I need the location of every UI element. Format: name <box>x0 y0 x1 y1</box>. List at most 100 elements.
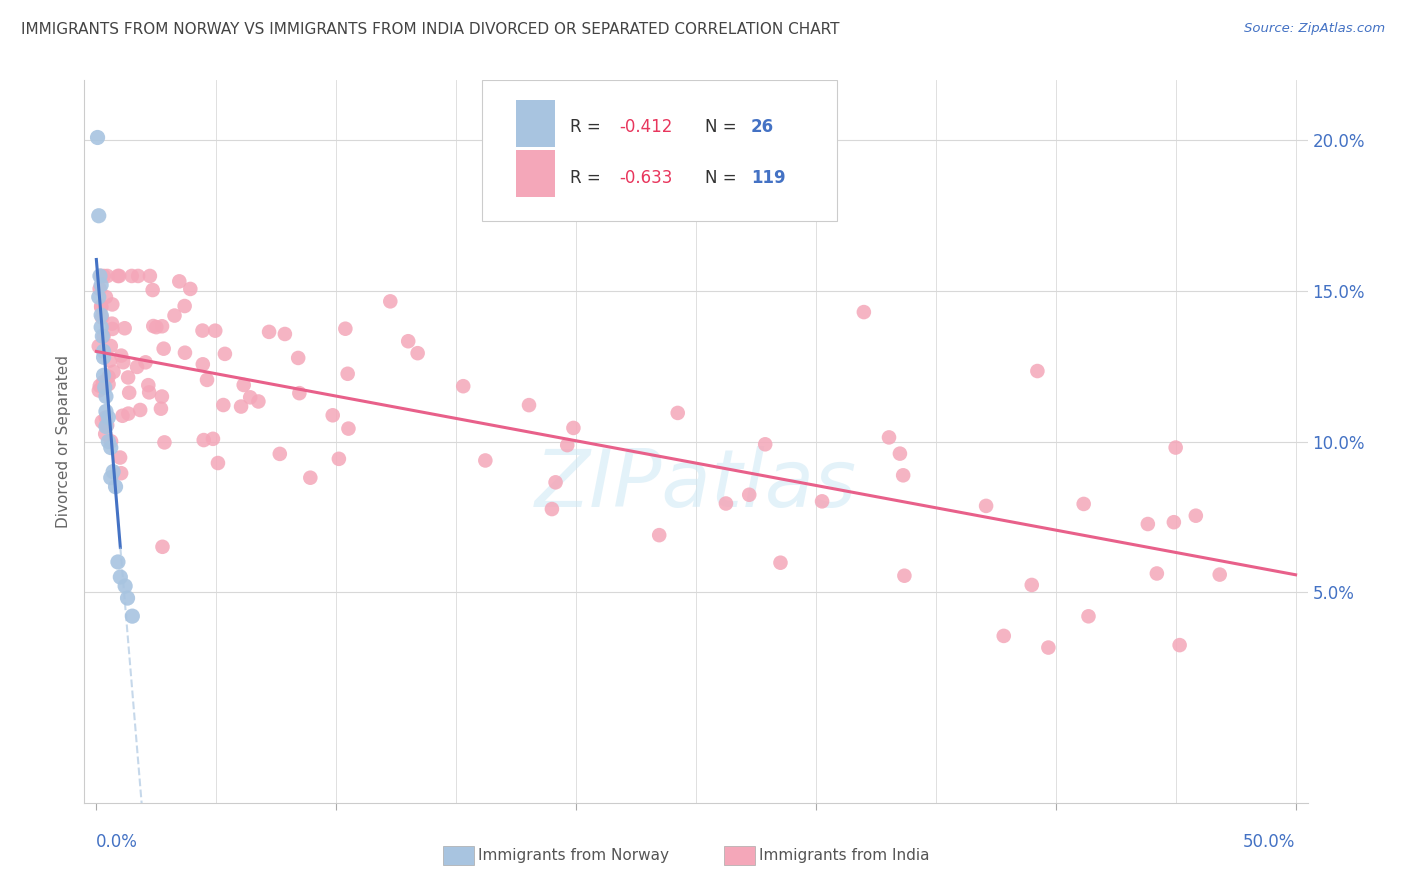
Point <box>118 385 141 400</box>
Point <box>94 410 117 425</box>
Point <box>87 290 110 304</box>
Point <box>544 475 567 490</box>
Point <box>138 385 160 400</box>
Point <box>335 322 357 336</box>
Point <box>555 438 578 452</box>
Point <box>98 353 121 368</box>
Point <box>195 373 218 387</box>
FancyBboxPatch shape <box>482 80 837 221</box>
Point <box>1038 640 1060 655</box>
Point <box>103 365 125 379</box>
Text: R =: R = <box>569 169 606 186</box>
Point <box>93 329 115 343</box>
Point <box>94 426 117 441</box>
Point <box>94 419 117 434</box>
Point <box>1073 497 1095 511</box>
Point <box>93 368 115 383</box>
Point <box>150 319 173 334</box>
Point <box>212 398 235 412</box>
Point <box>100 434 122 449</box>
Point <box>90 308 112 322</box>
Point <box>517 398 540 412</box>
Point <box>666 406 689 420</box>
Point <box>232 378 254 392</box>
Text: 119: 119 <box>751 169 786 186</box>
Point <box>769 556 792 570</box>
Point <box>287 351 309 365</box>
Point <box>152 540 174 554</box>
Point <box>1021 578 1043 592</box>
Text: N =: N = <box>704 119 741 136</box>
Point <box>201 432 224 446</box>
FancyBboxPatch shape <box>516 100 555 147</box>
Point <box>191 357 214 371</box>
Point <box>108 450 131 465</box>
Text: R =: R = <box>569 119 606 136</box>
Point <box>91 329 114 343</box>
Point <box>127 268 149 283</box>
Point <box>96 268 118 283</box>
Point <box>974 499 997 513</box>
Point <box>89 282 111 296</box>
Point <box>90 277 112 292</box>
Point <box>269 447 291 461</box>
Point <box>101 322 124 336</box>
Point <box>191 324 214 338</box>
Point <box>121 268 143 283</box>
Point <box>474 453 496 467</box>
Point <box>754 437 776 451</box>
Point <box>145 320 167 334</box>
Point <box>101 297 124 311</box>
Point <box>1136 516 1159 531</box>
Point <box>714 496 737 510</box>
FancyBboxPatch shape <box>516 151 555 197</box>
Point <box>101 465 124 479</box>
Point <box>90 415 112 429</box>
Point <box>111 409 134 423</box>
Point <box>117 591 139 606</box>
Text: 50.0%: 50.0% <box>1243 833 1295 851</box>
Point <box>153 435 176 450</box>
Point <box>1168 638 1191 652</box>
Point <box>97 434 120 449</box>
Point <box>90 301 112 315</box>
Point <box>396 334 419 349</box>
Point <box>94 389 117 403</box>
Point <box>541 502 564 516</box>
Point <box>142 319 165 334</box>
Point <box>451 379 474 393</box>
Text: 26: 26 <box>751 119 775 136</box>
Text: ZIPatlas: ZIPatlas <box>534 446 858 524</box>
Point <box>274 326 297 341</box>
Point <box>257 325 280 339</box>
Point <box>112 355 135 369</box>
Point <box>150 390 173 404</box>
Point <box>1185 508 1208 523</box>
Point <box>239 390 262 404</box>
Point <box>100 441 122 455</box>
Point <box>93 350 115 364</box>
Point <box>1163 515 1185 529</box>
Point <box>648 528 671 542</box>
Point <box>89 268 111 283</box>
Point <box>380 294 402 309</box>
Point <box>104 480 127 494</box>
Point <box>93 380 117 394</box>
Text: -0.633: -0.633 <box>619 169 672 186</box>
Text: Immigrants from Norway: Immigrants from Norway <box>478 848 669 863</box>
Point <box>891 468 914 483</box>
Point <box>811 494 834 508</box>
Point <box>121 609 143 624</box>
Point <box>139 268 162 283</box>
Text: Immigrants from India: Immigrants from India <box>759 848 929 863</box>
Point <box>336 367 359 381</box>
Point <box>1209 567 1232 582</box>
Point <box>135 355 157 369</box>
Text: N =: N = <box>704 169 741 186</box>
Point <box>90 268 112 283</box>
Point <box>90 310 112 325</box>
Point <box>86 130 108 145</box>
Point <box>107 268 129 283</box>
Point <box>129 403 152 417</box>
Point <box>229 400 252 414</box>
